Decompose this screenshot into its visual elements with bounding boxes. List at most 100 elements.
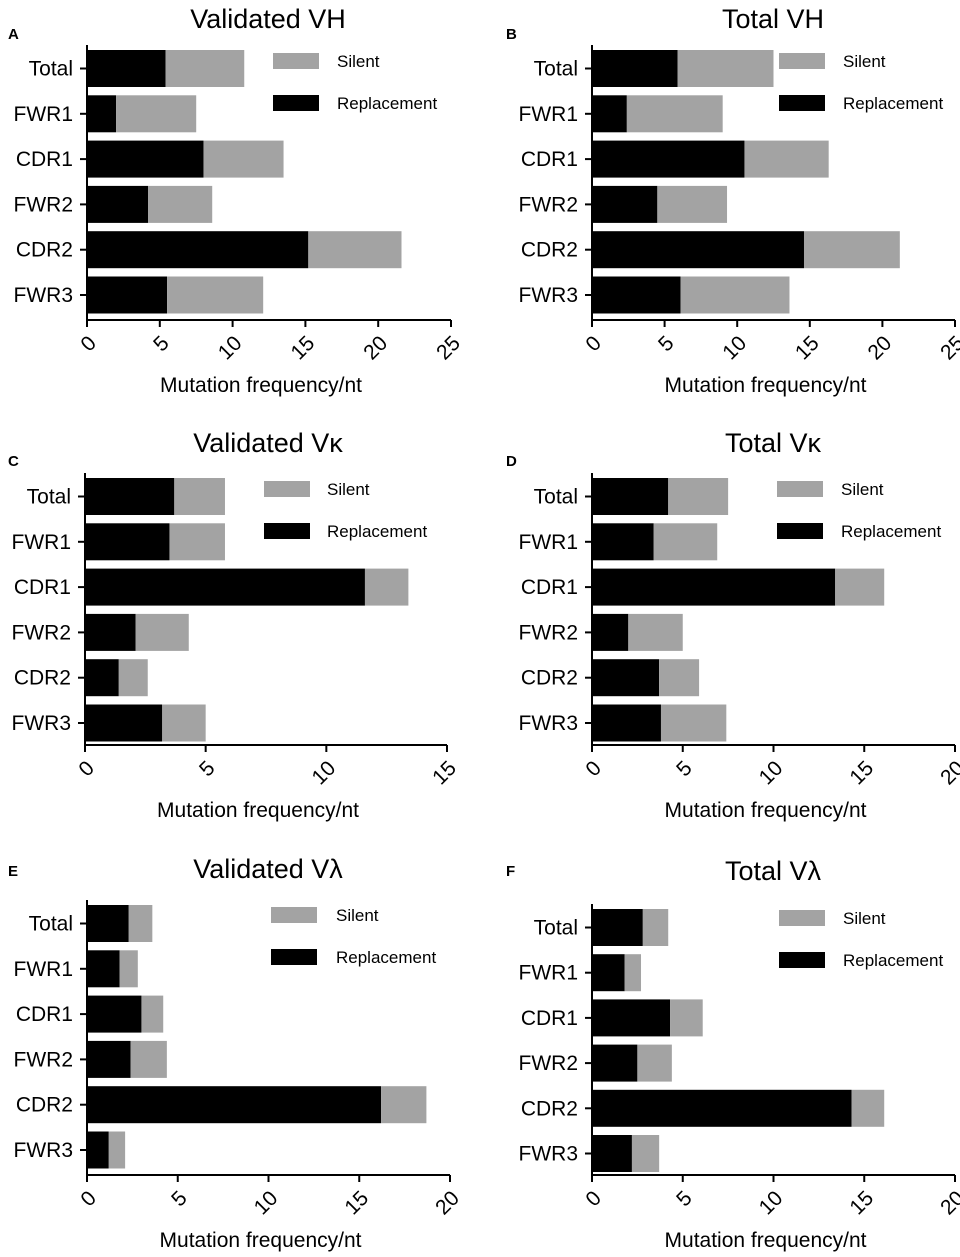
category-label: Total	[29, 58, 73, 81]
category-label: CDR2	[16, 1094, 73, 1117]
bar-replacement-fwr1	[85, 523, 170, 561]
category-label: CDR2	[521, 239, 578, 262]
legend-swatch-replacement	[273, 95, 319, 111]
x-tick-label: 25	[432, 332, 465, 365]
bar-silent-total	[668, 478, 729, 515]
x-tick-label: 10	[214, 332, 247, 365]
bar-replacement-cdr2	[87, 1086, 382, 1124]
bar-silent-fwr3	[660, 704, 727, 742]
category-label: FWR2	[519, 1052, 579, 1075]
bar-replacement-total	[85, 478, 175, 515]
bar-silent-cdr1	[141, 995, 164, 1033]
chart-title: Total Vκ	[725, 428, 822, 458]
legend-swatch-silent	[264, 481, 310, 497]
panel-letter: B	[506, 26, 517, 43]
x-tick-label: 10	[755, 757, 788, 790]
bar-silent-total	[165, 50, 245, 87]
category-label: Total	[534, 58, 578, 81]
bar-silent-cdr2	[851, 1089, 885, 1127]
bar-replacement-total	[87, 905, 129, 942]
bar-replacement-cdr2	[592, 231, 804, 269]
x-tick-label: 0	[581, 332, 606, 357]
category-label: CDR2	[16, 239, 73, 262]
x-tick-label: 20	[431, 1187, 464, 1220]
x-axis-title: Mutation frequency/nt	[160, 1229, 362, 1252]
bar-replacement-fwr1	[87, 95, 117, 133]
bar-silent-fwr3	[108, 1131, 126, 1169]
panel-letter: C	[8, 453, 19, 470]
x-tick-label: 15	[287, 332, 320, 365]
bar-silent-cdr2	[308, 231, 402, 269]
category-label: CDR1	[14, 576, 71, 599]
bar-replacement-fwr2	[87, 185, 149, 223]
x-tick-label: 10	[755, 1187, 788, 1220]
x-tick-label: 0	[76, 1187, 101, 1212]
bar-replacement-cdr1	[87, 140, 204, 178]
category-label: CDR1	[521, 148, 578, 171]
legend-swatch-silent	[779, 53, 825, 69]
bar-silent-cdr1	[835, 568, 885, 606]
x-axis-title: Mutation frequency/nt	[665, 1229, 867, 1252]
category-label: CDR2	[521, 667, 578, 690]
category-label: CDR2	[14, 667, 71, 690]
legend-label-silent: Silent	[841, 480, 884, 499]
bar-silent-cdr1	[203, 140, 284, 178]
legend-swatch-silent	[271, 907, 317, 923]
bar-replacement-fwr1	[592, 523, 654, 561]
x-axis-title: Mutation frequency/nt	[160, 374, 362, 397]
category-label: FWR1	[519, 962, 579, 985]
bar-silent-fwr1	[653, 523, 718, 561]
category-label: CDR2	[521, 1097, 578, 1120]
x-tick-label: 15	[340, 1187, 373, 1220]
bar-silent-fwr3	[167, 276, 264, 314]
chart-panel-b: B Total VH Total FWR1 CDR1 FWR2 CDR2 FWR3 0 5 10 15…	[506, 4, 960, 397]
chart-panel-e: E Validated Vλ Total FWR1 CDR1 FWR2 CDR2 FWR3 0 5…	[8, 854, 464, 1252]
category-label: FWR2	[12, 621, 72, 644]
bar-replacement-fwr3	[592, 704, 661, 742]
category-label: FWR3	[14, 1139, 74, 1162]
bar-replacement-fwr3	[592, 276, 681, 314]
bar-silent-fwr3	[631, 1135, 660, 1172]
category-label: CDR1	[16, 1003, 73, 1026]
legend-label-replacement: Replacement	[337, 94, 437, 113]
bar-silent-cdr2	[381, 1086, 427, 1124]
bar-silent-fwr2	[657, 185, 728, 223]
panel-letter: E	[8, 863, 18, 880]
bar-silent-fwr1	[624, 954, 642, 992]
x-axis-title: Mutation frequency/nt	[665, 799, 867, 822]
bar-silent-cdr2	[803, 231, 900, 269]
panel-letter: D	[506, 453, 517, 470]
bar-silent-total	[128, 905, 153, 942]
bar-replacement-total	[592, 909, 643, 946]
bar-replacement-fwr2	[85, 613, 136, 651]
x-tick-label: 20	[359, 332, 392, 365]
bar-silent-fwr3	[162, 704, 206, 742]
bar-silent-fwr1	[116, 95, 197, 133]
category-label: FWR2	[14, 193, 74, 216]
x-tick-label: 5	[149, 332, 174, 357]
x-tick-label: 0	[74, 757, 99, 782]
bar-silent-cdr1	[744, 140, 829, 178]
chart-title: Total VH	[722, 4, 824, 34]
bar-silent-fwr2	[628, 613, 683, 651]
category-label: FWR1	[519, 531, 579, 554]
category-label: FWR3	[519, 1143, 579, 1166]
category-label: CDR1	[521, 576, 578, 599]
bar-replacement-fwr1	[592, 954, 625, 992]
x-tick-label: 15	[845, 757, 878, 790]
x-tick-label: 20	[936, 1187, 960, 1220]
legend-swatch-replacement	[779, 952, 825, 968]
x-tick-label: 5	[654, 332, 679, 357]
x-tick-label: 15	[428, 757, 461, 790]
bar-silent-cdr1	[670, 999, 703, 1037]
category-label: FWR2	[519, 193, 579, 216]
legend-swatch-silent	[777, 481, 823, 497]
bar-silent-total	[174, 478, 225, 515]
category-label: Total	[29, 913, 73, 936]
bar-silent-fwr2	[130, 1040, 167, 1078]
bar-replacement-cdr2	[87, 231, 309, 269]
bar-replacement-fwr2	[592, 185, 658, 223]
bar-replacement-total	[592, 50, 678, 87]
